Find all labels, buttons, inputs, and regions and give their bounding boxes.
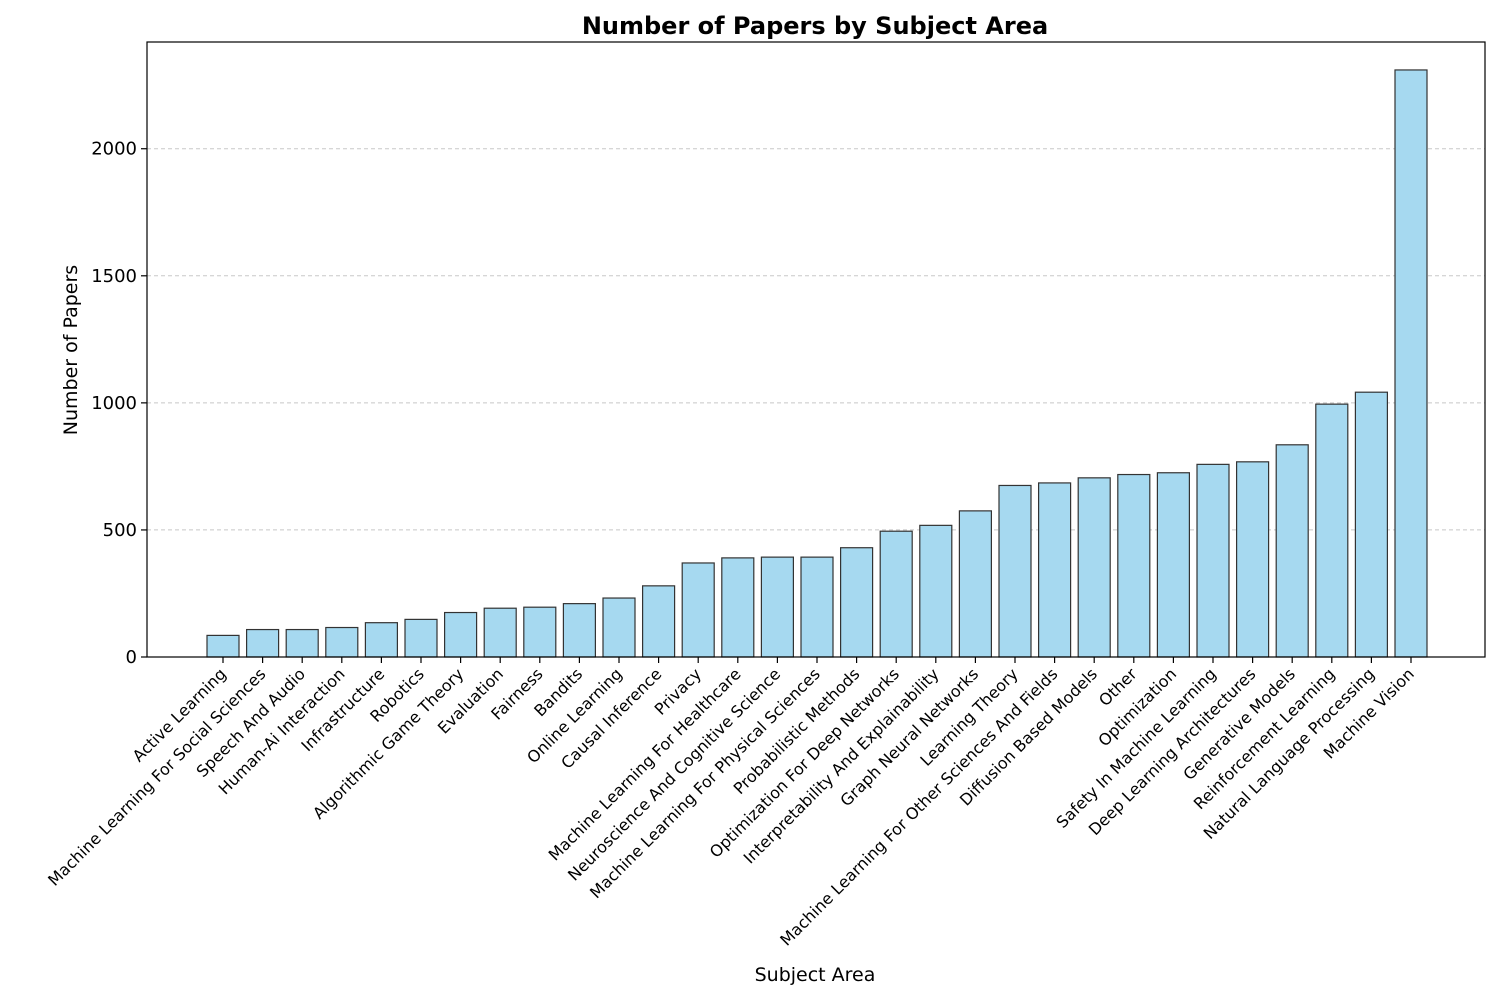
- bar: [839, 547, 874, 658]
- bar: [1077, 477, 1111, 658]
- bar: [1315, 403, 1349, 658]
- y-axis-label: Number of Papers: [60, 265, 82, 435]
- bar: [483, 607, 517, 658]
- x-axis-label: Subject Area: [755, 964, 876, 986]
- bar: [1196, 463, 1230, 658]
- bar: [721, 557, 755, 658]
- chart-title: Number of Papers by Subject Area: [582, 12, 1048, 40]
- bar: [1156, 472, 1191, 658]
- y-tick-label: 0: [126, 647, 137, 668]
- bar: [1117, 473, 1151, 658]
- bar: [958, 510, 993, 658]
- bar: [1037, 482, 1072, 658]
- y-tick-label: 2000: [91, 139, 137, 160]
- y-tick-label: 1000: [91, 393, 137, 414]
- bars: [206, 69, 1428, 658]
- bar: [919, 524, 953, 658]
- bar: [641, 585, 676, 658]
- bar: [760, 556, 795, 658]
- bar: [562, 603, 597, 658]
- y-tick-label: 1500: [91, 266, 137, 287]
- bar: [1275, 444, 1309, 658]
- bar: [523, 606, 557, 658]
- bar: [1354, 391, 1389, 658]
- bar: [681, 562, 715, 658]
- bar: [1235, 461, 1270, 658]
- bar: [364, 622, 398, 658]
- y-tick-label: 500: [103, 520, 137, 541]
- bar: [325, 626, 359, 658]
- bar: [444, 611, 478, 658]
- bar: [1394, 69, 1428, 658]
- bar: [404, 618, 438, 658]
- bar: [206, 634, 240, 658]
- bar: [879, 530, 913, 658]
- bar: [998, 484, 1032, 658]
- bar: [602, 597, 636, 658]
- plot-frame: [146, 41, 1486, 658]
- y-axis: 0 500 1000 1500 2000: [91, 139, 147, 668]
- bar: [800, 556, 834, 658]
- bar: [285, 628, 319, 658]
- bar: [246, 628, 280, 658]
